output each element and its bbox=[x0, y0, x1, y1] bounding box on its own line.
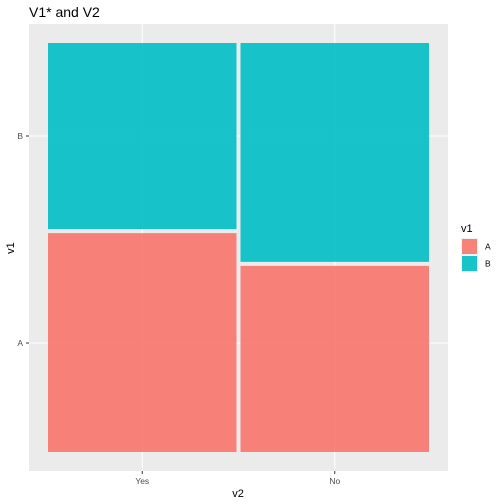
tile-A-Yes bbox=[48, 233, 237, 452]
axes: Yes No A B bbox=[17, 131, 340, 486]
legend-swatch-0 bbox=[462, 239, 477, 254]
x-tick-label-1: No bbox=[329, 476, 340, 486]
chart-title: V1* and V2 bbox=[29, 4, 100, 20]
legend-label-0: A bbox=[485, 242, 491, 252]
y-tick-label-0: A bbox=[17, 338, 23, 348]
x-axis-title: v2 bbox=[232, 488, 244, 500]
mosaic-tiles bbox=[48, 43, 429, 452]
legend-title: v1 bbox=[461, 223, 473, 235]
tile-A-No bbox=[240, 265, 429, 452]
x-tick-label-0: Yes bbox=[135, 476, 149, 486]
legend-label-1: B bbox=[485, 259, 491, 269]
tile-B-No bbox=[240, 43, 429, 262]
legend-swatch-1 bbox=[462, 256, 477, 271]
y-tick-label-1: B bbox=[17, 131, 23, 141]
tile-B-Yes bbox=[48, 43, 237, 230]
legend: v1 AB bbox=[461, 223, 491, 272]
y-axis-title: v1 bbox=[5, 242, 17, 254]
